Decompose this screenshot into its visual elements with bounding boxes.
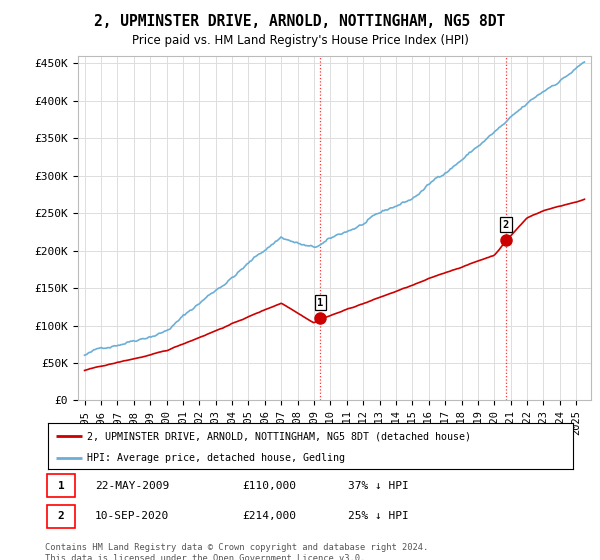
Text: 37% ↓ HPI: 37% ↓ HPI bbox=[348, 481, 409, 491]
Text: 1: 1 bbox=[317, 297, 323, 307]
Text: Contains HM Land Registry data © Crown copyright and database right 2024.
This d: Contains HM Land Registry data © Crown c… bbox=[45, 543, 428, 560]
Text: £110,000: £110,000 bbox=[242, 481, 296, 491]
Text: 2: 2 bbox=[503, 220, 509, 230]
Text: £214,000: £214,000 bbox=[242, 511, 296, 521]
Text: HPI: Average price, detached house, Gedling: HPI: Average price, detached house, Gedl… bbox=[88, 453, 346, 463]
FancyBboxPatch shape bbox=[47, 474, 75, 497]
Text: 1: 1 bbox=[58, 481, 64, 491]
Text: 22-MAY-2009: 22-MAY-2009 bbox=[95, 481, 169, 491]
Text: 25% ↓ HPI: 25% ↓ HPI bbox=[348, 511, 409, 521]
Text: 10-SEP-2020: 10-SEP-2020 bbox=[95, 511, 169, 521]
Text: Price paid vs. HM Land Registry's House Price Index (HPI): Price paid vs. HM Land Registry's House … bbox=[131, 34, 469, 46]
Text: 2, UPMINSTER DRIVE, ARNOLD, NOTTINGHAM, NG5 8DT: 2, UPMINSTER DRIVE, ARNOLD, NOTTINGHAM, … bbox=[94, 14, 506, 29]
Text: 2: 2 bbox=[58, 511, 64, 521]
FancyBboxPatch shape bbox=[47, 505, 75, 528]
Text: 2, UPMINSTER DRIVE, ARNOLD, NOTTINGHAM, NG5 8DT (detached house): 2, UPMINSTER DRIVE, ARNOLD, NOTTINGHAM, … bbox=[88, 431, 472, 441]
